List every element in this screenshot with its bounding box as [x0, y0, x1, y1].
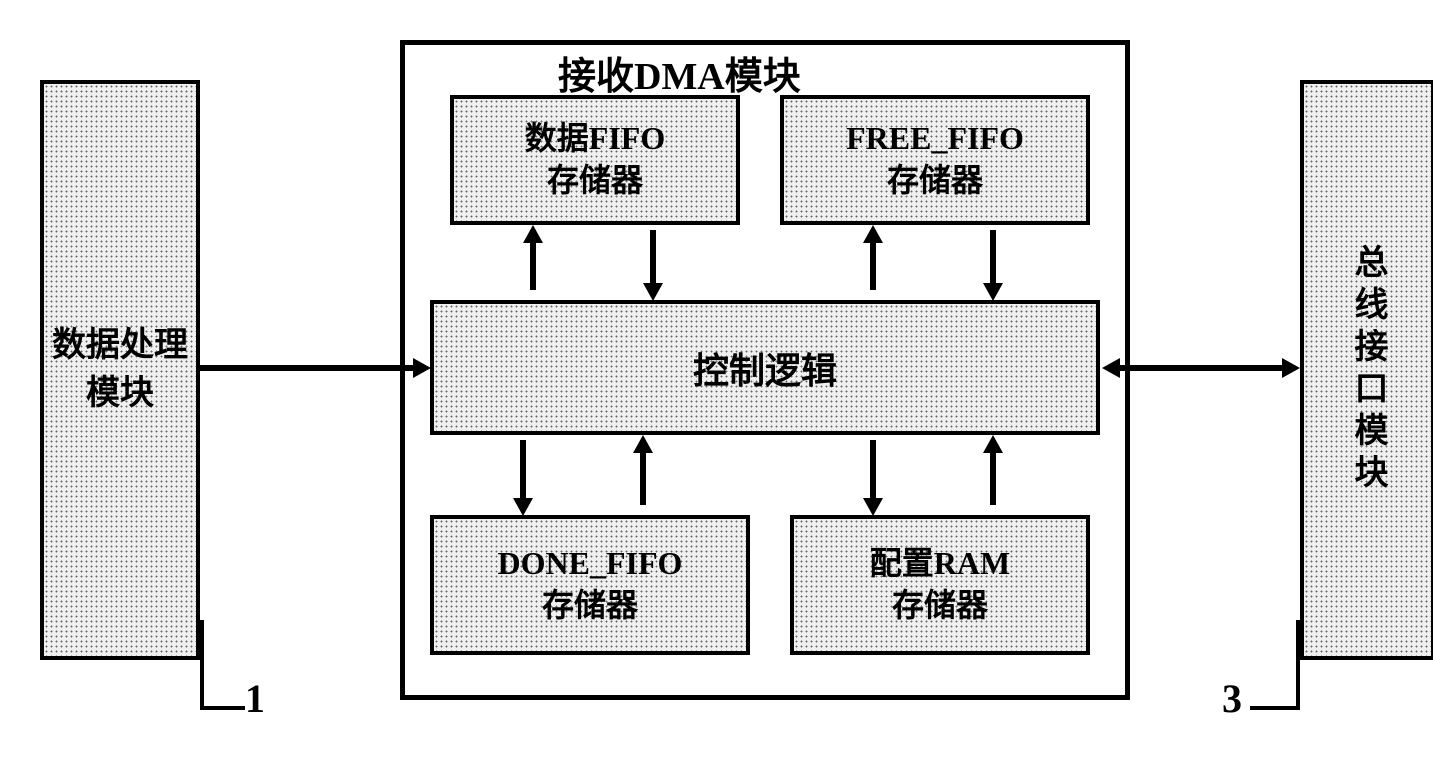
label-3-line-h [1250, 706, 1300, 710]
label-1: 1 [245, 675, 265, 722]
arrow-control-to-right [1115, 365, 1285, 371]
label-3: 3 [1222, 675, 1242, 722]
bus-interface-module: 总线接口模块 [1300, 80, 1433, 660]
control-logic-label: 控制逻辑 [693, 342, 837, 394]
data-processing-label: 数据处理 模块 [52, 322, 188, 417]
done-fifo-block: DONE_FIFO 存储器 [430, 515, 750, 655]
config-ram-block: 配置RAM 存储器 [790, 515, 1090, 655]
diagram-canvas: 数据处理 模块 总线接口模块 接收DMA模块 数据FIFO 存储器 FREE_F… [20, 20, 1433, 753]
arrow-freefifo-down-head [983, 283, 1003, 301]
arrow-control-to-right-head [1282, 358, 1300, 378]
arrow-configram-down-head [863, 498, 883, 516]
label-1-line-h [200, 706, 245, 710]
data-fifo-label: 数据FIFO 存储器 [525, 118, 665, 201]
control-logic-block: 控制逻辑 [430, 300, 1100, 435]
arrow-freefifo-2 [990, 230, 996, 290]
arrow-right-to-control-head [1102, 358, 1120, 378]
bus-interface-label: 总线接口模块 [1343, 244, 1392, 496]
label-1-line-v [200, 620, 204, 710]
arrow-left-to-control-head [413, 358, 431, 378]
receive-dma-title: 接收DMA模块 [550, 45, 809, 100]
arrow-datafifo-down2 [650, 230, 656, 290]
arrow-donefifo-1 [520, 440, 526, 505]
arrow-donefifo-up-head [633, 435, 653, 453]
arrow-donefifo-down-head [513, 498, 533, 516]
arrow-freefifo-up-head [863, 225, 883, 243]
data-processing-module: 数据处理 模块 [40, 80, 200, 660]
label-3-line-v [1296, 620, 1300, 710]
arrow-configram-up-head [983, 435, 1003, 453]
arrow-left-to-control [200, 365, 415, 371]
config-ram-label: 配置RAM 存储器 [870, 543, 1010, 626]
arrow-datafifo-down-head [643, 283, 663, 301]
arrow-configram-1 [870, 440, 876, 505]
data-fifo-block: 数据FIFO 存储器 [450, 95, 740, 225]
free-fifo-label: FREE_FIFO 存储器 [846, 118, 1024, 201]
free-fifo-block: FREE_FIFO 存储器 [780, 95, 1090, 225]
arrow-datafifo-up-head [523, 225, 543, 243]
done-fifo-label: DONE_FIFO 存储器 [498, 543, 683, 626]
